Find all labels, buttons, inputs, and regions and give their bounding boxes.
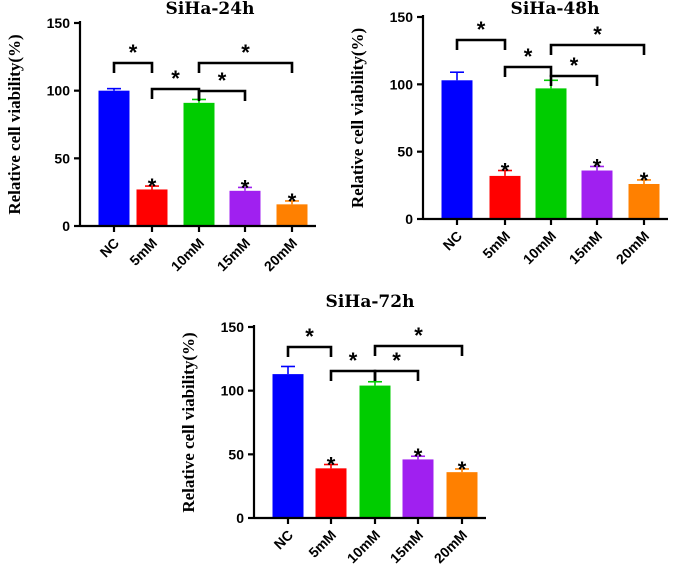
bar-NC [441,80,473,219]
y-tick-label-100: 100 [390,76,414,92]
comparison-mark-NC-5mM: * [129,40,138,65]
x-tick-label-NC: NC [96,235,122,261]
bar-NC [98,90,130,227]
significance-mark-15mM: * [241,175,250,200]
comparison-mark-10mM-20mM: * [414,323,423,348]
x-tick-label-15mM: 15mM [387,527,426,566]
significance-mark-20mM: * [640,168,649,193]
y-tick-label-0: 0 [62,218,70,234]
comparison-bracket-NC-5mM [286,345,333,357]
bar-15mM [581,170,613,219]
significance-mark-15mM: * [414,444,423,469]
comparison-bracket-NC-5mM [112,61,154,73]
chart-panel-48h: SiHa-48h Relative cell viability(%) * * * 0 50… [348,0,668,267]
bar-20mM [276,204,308,226]
x-tick-label-10mM: 10mM [520,228,559,267]
bar-5mM [489,175,521,219]
bar-20mM [446,472,478,518]
bar-15mM [229,190,261,226]
comparison-bracket-NC-5mM [455,38,507,50]
bar-10mM [183,102,215,226]
y-tick-label-50: 50 [397,144,413,160]
y-tick-label-50: 50 [54,150,70,166]
comparison-bracket-10mM-15mM [373,369,420,381]
comparison-mark-10mM-20mM: * [593,22,602,47]
y-axis-label: Relative cell viability(%) [179,332,198,512]
y-tick-label-100: 100 [47,83,71,99]
x-tick-label-5mM: 5mM [126,235,160,269]
bar-20mM [628,183,660,219]
significance-mark-20mM: * [458,457,467,482]
bar-10mM [535,88,567,219]
y-tick-label-0: 0 [405,211,413,227]
x-tick-label-10mM: 10mM [168,235,207,274]
y-tick-label-150: 150 [390,9,414,25]
significance-mark-5mM: * [327,453,336,478]
significance-mark-5mM: * [148,174,157,199]
chart-title: SiHa-72h [326,292,415,312]
x-tick-label-5mM: 5mM [305,527,339,561]
comparison-mark-10mM-15mM: * [570,53,579,78]
comparison-mark-10mM-20mM: * [241,40,250,65]
comparison-bracket-10mM-20mM [373,344,464,356]
x-tick-label-NC: NC [439,228,465,254]
x-tick-label-15mM: 15mM [566,228,605,267]
significance-mark-5mM: * [501,159,510,184]
comparison-bracket-10mM-15mM [197,89,247,101]
x-tick-label-10mM: 10mM [344,527,383,566]
comparison-bracket-10mM-20mM [197,61,294,73]
y-axis-label: Relative cell viability(%) [5,34,24,214]
significance-mark-20mM: * [288,189,297,214]
bar-15mM [402,459,434,518]
y-tick-label-0: 0 [236,510,244,526]
x-tick-label-20mM: 20mM [431,527,470,566]
significance-mark-15mM: * [593,154,602,179]
y-tick-label-100: 100 [221,383,245,399]
x-tick-label-15mM: 15mM [214,235,253,274]
x-tick-label-5mM: 5mM [479,228,513,262]
y-tick-label-150: 150 [47,15,71,31]
x-tick-label-20mM: 20mM [613,228,652,267]
comparison-bracket-10mM-20mM [549,43,646,55]
comparison-mark-NC-5mM: * [477,17,486,42]
chart-title: SiHa-48h [511,0,600,19]
comparison-mark-10mM-15mM: * [392,348,401,373]
bar-10mM [359,385,391,518]
chart-panel-24h: SiHa-24h Relative cell viability(%) * * * 0 50… [5,0,316,274]
x-tick-label-NC: NC [270,527,296,553]
comparison-mark-5mM-10mM: * [524,44,533,69]
comparison-mark-10mM-15mM: * [218,68,227,93]
y-tick-label-150: 150 [221,319,245,335]
x-tick-label-20mM: 20mM [261,235,300,274]
bar-5mM [315,468,347,518]
bar-NC [272,374,304,518]
comparison-mark-5mM-10mM: * [171,66,180,91]
comparison-bracket-10mM-15mM [549,74,599,86]
y-tick-label-50: 50 [228,446,244,462]
comparison-mark-5mM-10mM: * [349,348,358,373]
bar-5mM [136,189,168,226]
comparison-mark-NC-5mM: * [305,324,314,349]
chart-title: SiHa-24h [166,0,255,19]
chart-panel-72h: SiHa-72h Relative cell viability(%) * * * 0 50… [179,292,486,566]
y-axis-label: Relative cell viability(%) [348,28,367,208]
comparison-bracket-5mM-10mM [503,65,553,77]
